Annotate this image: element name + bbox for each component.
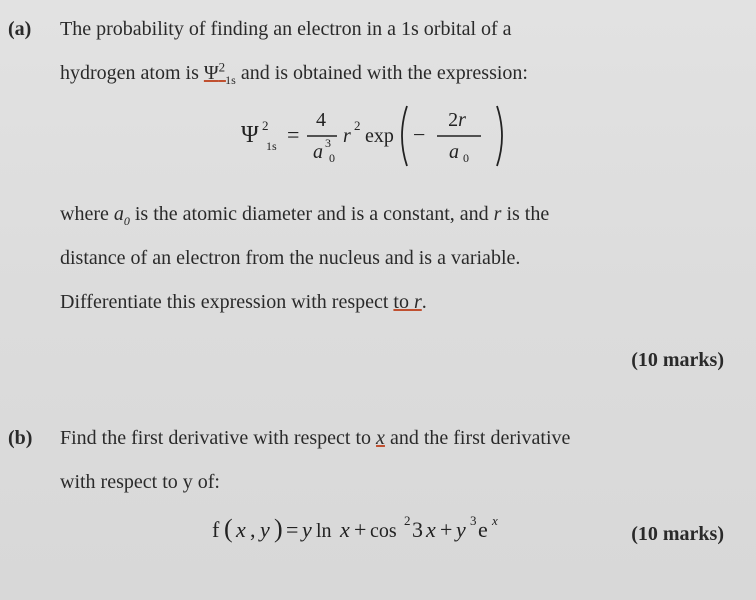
eq-b-y2: y	[454, 517, 466, 542]
a0-a: a	[114, 203, 124, 225]
eq-frac-den-sub: 0	[329, 151, 335, 165]
eq-inner-den-a: a	[449, 141, 459, 163]
eq-b-x1: x	[339, 517, 350, 542]
marks-a: (10 marks)	[60, 341, 724, 379]
eq-b-plus2: +	[440, 517, 452, 542]
eq-b-eq: =	[286, 517, 298, 542]
eq-b-cos: cos	[370, 520, 397, 542]
psi-inline: Ψ21s	[204, 62, 236, 84]
eq-rparen	[497, 106, 502, 166]
equation-a: Ψ 2 1s = 4 a 3 0 r 2	[60, 100, 724, 185]
equation-b-svg: f ( x , y ) = y ln x + cos 2 3 x	[212, 509, 572, 549]
x-inline: x	[376, 427, 385, 449]
eq-minus: −	[413, 122, 425, 147]
eq-b-e-sup: x	[491, 513, 498, 528]
eq-b-3: 3	[412, 517, 423, 542]
text-a-line3: where a0 is the atomic diameter and is a…	[60, 195, 724, 233]
eq-b-f: f	[212, 517, 220, 542]
text-b-line1-post: and the first derivative	[385, 427, 571, 449]
text-a-line3-mid: is the atomic diameter and is a constant…	[130, 203, 494, 225]
eq-equals: =	[287, 122, 299, 147]
text-a-line5-pre: Differentiate this expression with respe…	[60, 291, 393, 313]
eq-frac-num: 4	[316, 109, 326, 131]
eq-b-ln: ln	[316, 520, 332, 542]
eq-r: r	[343, 125, 351, 147]
eq-b-e: e	[478, 517, 488, 542]
problem-a: (a) The probability of finding an electr…	[8, 10, 724, 379]
eq-lhs-sup: 2	[262, 118, 269, 133]
text-a-line3-end: is the	[501, 203, 549, 225]
text-b-line2: with respect to y of:	[60, 463, 724, 501]
eq-exp: exp	[365, 125, 394, 147]
eq-b-rparen: )	[274, 514, 283, 543]
text-a-line2-pre: hydrogen atom is	[60, 62, 204, 84]
body-b: Find the first derivative with respect t…	[60, 419, 724, 572]
label-b: (b)	[8, 419, 60, 572]
eq-r-sup: 2	[354, 118, 361, 133]
psi-sub: 1s	[225, 73, 236, 87]
eq-b-x: x	[235, 517, 246, 542]
eq-b-lparen: (	[224, 514, 233, 543]
text-a-line5: Differentiate this expression with respe…	[60, 283, 724, 321]
text-a-line2: hydrogen atom is Ψ21s and is obtained wi…	[60, 54, 724, 92]
eq-frac-den-sup: 3	[325, 136, 331, 150]
eq-b-comma: ,	[250, 517, 256, 542]
label-a: (a)	[8, 10, 60, 379]
eq-b-x2: x	[425, 517, 436, 542]
row-a-1: (a) The probability of finding an electr…	[8, 10, 724, 379]
eq-lparen	[402, 106, 407, 166]
equation-a-svg: Ψ 2 1s = 4 a 3 0 r 2	[237, 100, 547, 172]
problem-b: (b) Find the first derivative with respe…	[8, 419, 724, 572]
eq-inner-den-sub: 0	[463, 151, 469, 165]
body-a: The probability of finding an electron i…	[60, 10, 724, 379]
eq-frac-den-a: a	[313, 141, 323, 163]
equation-b: f ( x , y ) = y ln x + cos 2 3 x	[60, 509, 724, 562]
text-a-line4: distance of an electron from the nucleus…	[60, 239, 724, 277]
text-a-line1: The probability of finding an electron i…	[60, 10, 724, 48]
eq-lhs-sub: 1s	[266, 139, 277, 153]
text-a-line5-end: .	[422, 291, 427, 313]
eq-inner-num: 2r	[448, 109, 466, 131]
marks-b: (10 marks)	[631, 515, 724, 553]
eq-b-y1: y	[300, 517, 312, 542]
eq-b-cos-sup: 2	[404, 513, 411, 528]
row-b-1: (b) Find the first derivative with respe…	[8, 419, 724, 572]
to-r-underline: to r	[393, 291, 421, 313]
eq-b-y: y	[258, 517, 270, 542]
text-b-line1-pre: Find the first derivative with respect t…	[60, 427, 376, 449]
eq-lhs-psi: Ψ	[241, 122, 259, 148]
text-a-line5-r: r	[414, 291, 422, 313]
text-a-line5-to: to	[393, 291, 414, 313]
text-b-line1: Find the first derivative with respect t…	[60, 419, 724, 457]
eq-b-y2-sup: 3	[470, 513, 477, 528]
text-a-line3-pre: where	[60, 203, 114, 225]
text-a-line2-post: and is obtained with the expression:	[236, 62, 528, 84]
a0-inline: a0	[114, 203, 130, 225]
eq-b-plus1: +	[354, 517, 366, 542]
psi-symbol: Ψ	[204, 62, 219, 84]
page: (a) The probability of finding an electr…	[0, 0, 756, 600]
